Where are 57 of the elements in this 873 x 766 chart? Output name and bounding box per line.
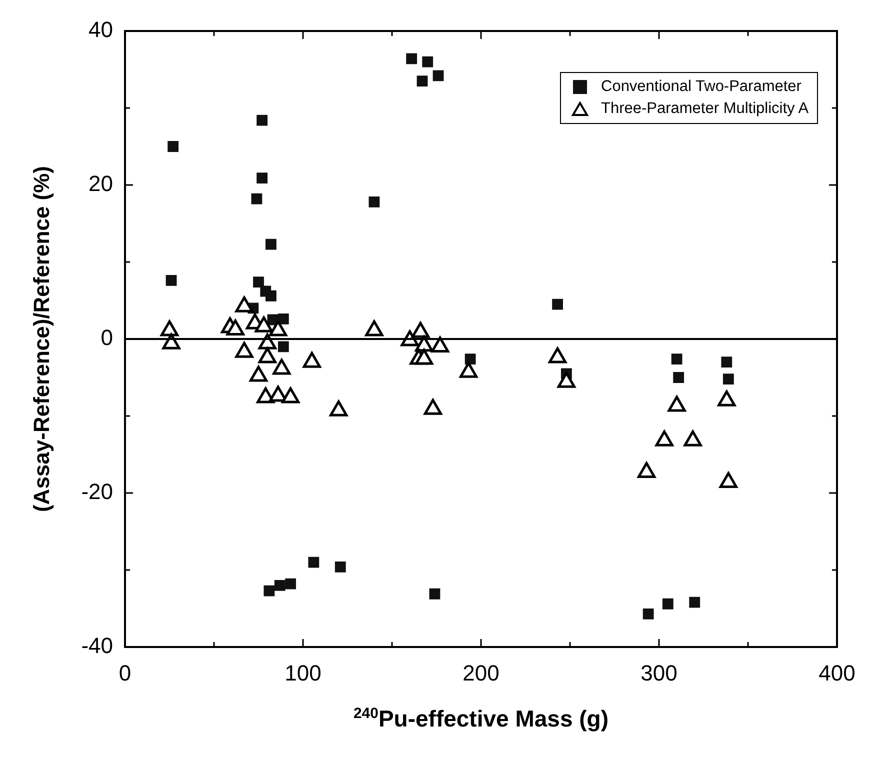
point: [424, 398, 442, 415]
point: [548, 347, 567, 364]
point: [719, 472, 738, 488]
point: [226, 320, 244, 336]
point: [368, 196, 380, 208]
point: [266, 238, 276, 250]
legend-label: Conventional Two-Parameter: [600, 77, 802, 97]
x-tick-label: 200: [462, 660, 500, 686]
y-axis-title: (Assay-Reference)/Reference (%): [29, 166, 55, 512]
point: [411, 322, 430, 338]
x-axis-title: $^{240}$Pu-effective Mass (g): [352, 705, 610, 733]
y-tick-label: -40: [81, 633, 113, 658]
point: [235, 296, 254, 312]
point: [256, 114, 268, 126]
point: [258, 333, 276, 350]
point: [281, 387, 300, 404]
point: [432, 70, 444, 82]
point: [365, 320, 384, 336]
point: [166, 275, 177, 286]
x-tick-label: 300: [640, 660, 678, 686]
x-tick-label: 400: [818, 660, 856, 686]
point: [269, 320, 288, 336]
legend-label: Three-Parameter Multiplicity A: [600, 99, 809, 119]
point: [406, 53, 418, 64]
x-tick-label: 100: [284, 660, 322, 686]
point: [168, 141, 179, 152]
point: [251, 193, 262, 204]
point: [414, 348, 434, 365]
point: [253, 276, 264, 288]
point: [258, 347, 276, 364]
point: [655, 430, 674, 446]
point: [272, 358, 291, 375]
point: [266, 290, 276, 302]
point: [557, 372, 576, 388]
point: [637, 462, 656, 478]
point: [718, 390, 736, 406]
y-tick-label: 40: [88, 17, 113, 42]
y-tick-label: 0: [100, 325, 113, 350]
y-tick-label: 20: [88, 171, 113, 196]
point: [684, 430, 702, 446]
point: [235, 342, 254, 358]
point: [249, 366, 268, 382]
x-tick-label: 0: [118, 660, 132, 686]
y-tick-label: -20: [81, 479, 113, 504]
point: [422, 56, 434, 68]
point: [162, 333, 180, 350]
point: [416, 76, 428, 86]
point: [254, 316, 273, 332]
point: [160, 320, 179, 336]
point: [431, 336, 450, 352]
point: [668, 396, 686, 412]
point: [552, 298, 563, 310]
point: [330, 400, 348, 416]
point: [302, 352, 321, 368]
point: [256, 172, 268, 184]
point: [459, 362, 478, 378]
point: [256, 387, 275, 404]
